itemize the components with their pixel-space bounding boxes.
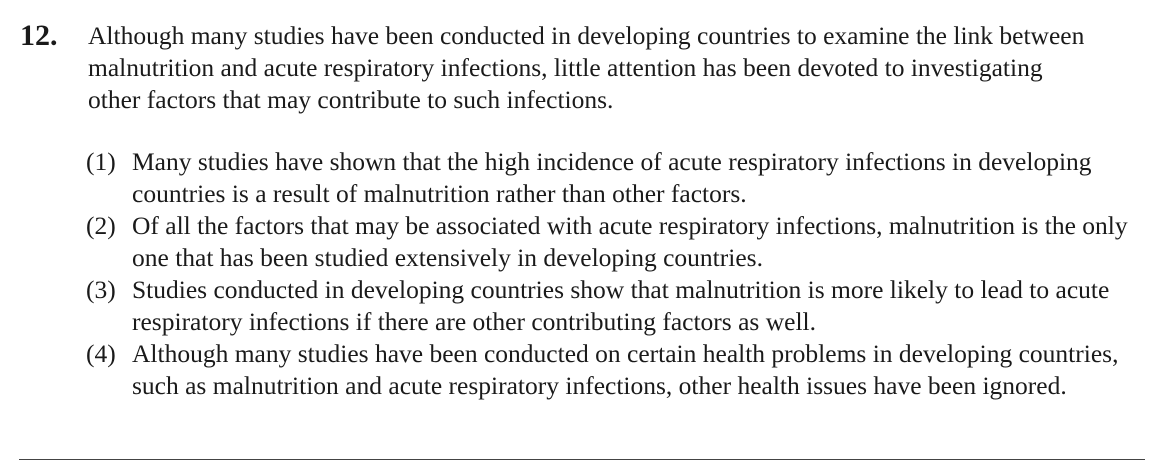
option-number: (1) — [86, 147, 116, 176]
option-text: Many studies have shown that the high in… — [132, 147, 1092, 208]
question-block: 12. Although many studies have been cond… — [20, 20, 1150, 402]
option-number: (4) — [86, 339, 116, 368]
answer-options: (1) Many studies have shown that the hig… — [86, 146, 1150, 402]
option-text: Although many studies have been conducte… — [132, 339, 1119, 400]
option-text: Studies conducted in developing countrie… — [132, 275, 1110, 336]
question-stem: 12. Although many studies have been cond… — [20, 20, 1150, 116]
answer-option-4[interactable]: (4) Although many studies have been cond… — [86, 338, 1150, 402]
answer-option-3[interactable]: (3) Studies conducted in developing coun… — [86, 274, 1150, 338]
answer-option-1[interactable]: (1) Many studies have shown that the hig… — [86, 146, 1150, 210]
question-number: 12. — [20, 19, 58, 52]
option-number: (3) — [86, 275, 116, 304]
answer-option-2[interactable]: (2) Of all the factors that may be assoc… — [86, 210, 1150, 274]
section-divider — [19, 459, 1145, 460]
question-text: Although many studies have been conducte… — [88, 21, 1085, 114]
option-number: (2) — [86, 211, 116, 240]
option-text: Of all the factors that may be associate… — [132, 211, 1128, 272]
